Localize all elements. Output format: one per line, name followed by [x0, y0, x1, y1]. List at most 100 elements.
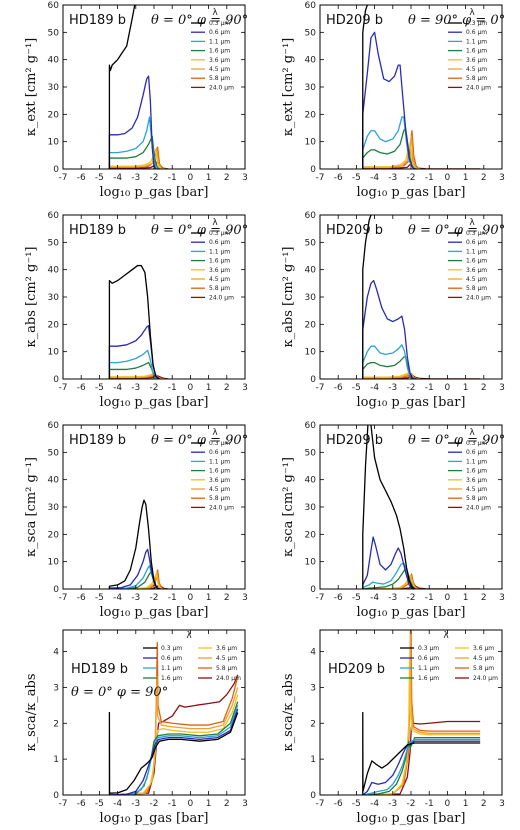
x-tick-label: 0	[188, 383, 194, 393]
y-tick-label: 60	[305, 1, 317, 11]
x-tick-label: 1	[463, 383, 469, 393]
legend-entry: 0.6 μm	[466, 29, 487, 36]
series-line-0-3m	[362, 711, 481, 795]
y-axis-label: κ_sca/κ_abs	[24, 673, 39, 751]
legend-entry: 24.0 μm	[466, 84, 491, 91]
planet-label: HD209 b	[326, 223, 383, 238]
x-tick-label: 1	[206, 799, 212, 809]
x-tick-label: 0	[188, 799, 194, 809]
x-tick-label: -5	[352, 799, 361, 809]
y-tick-label: 0	[310, 165, 316, 175]
series-line-1-6m	[362, 567, 416, 589]
x-tick-label: 0	[188, 593, 194, 603]
legend-entry: 4.5 μm	[466, 486, 487, 493]
x-tick-label: -1	[425, 173, 434, 183]
legend-entry: 1.1 μm	[466, 38, 487, 45]
x-tick-label: 0	[445, 383, 451, 393]
y-tick-label: 40	[305, 266, 317, 276]
legend-entry: 1.6 μm	[466, 468, 487, 475]
series-line-4-5m	[362, 630, 481, 795]
chart-panel-7: -7 -6 -5 -4 -3 -2 -1 0 1 2 3 0 1 2 3 4 log₁₀ p_gas [bar]…	[24, 629, 248, 826]
legend-entry: 1.6 μm	[161, 675, 182, 682]
legend-entry: 3.6 μm	[209, 267, 230, 274]
legend-entry: 0.3 μm	[466, 20, 487, 27]
y-axis-label: κ_abs [cm² g⁻¹]	[24, 247, 39, 348]
x-tick-label: -5	[95, 593, 104, 603]
series-group	[108, 5, 169, 169]
x-axis-label: log₁₀ p_gas [bar]	[100, 395, 209, 410]
legend-entry: 4.5 μm	[209, 276, 230, 283]
y-axis-label: κ_ext [cm² g⁻¹]	[281, 38, 296, 137]
series-group	[362, 630, 481, 795]
y-tick-label: 50	[48, 28, 60, 38]
y-tick-label: 0	[310, 375, 316, 385]
series-line-0-3m	[362, 5, 369, 169]
series-line-1-1m	[362, 738, 481, 795]
series-line-0-6m	[362, 31, 416, 169]
x-tick-label: 3	[499, 799, 505, 809]
x-tick-label: -6	[334, 593, 343, 603]
legend-entry: 1.6 μm	[209, 48, 230, 55]
y-tick-label: 1	[310, 755, 316, 765]
x-tick-label: -2	[407, 799, 416, 809]
y-tick-label: 40	[48, 56, 60, 66]
planet-label: HD189 b	[69, 13, 126, 28]
legend-entry: 0.3 μm	[418, 645, 439, 652]
y-tick-label: 40	[48, 476, 60, 486]
x-tick-label: -3	[388, 383, 397, 393]
y-tick-label: 30	[48, 503, 60, 513]
series-line-0-6m	[108, 75, 157, 169]
x-tick-label: -7	[316, 593, 325, 603]
x-tick-label: 1	[463, 593, 469, 603]
x-tick-label: -7	[59, 173, 68, 183]
legend: λ 0.3 μm 0.6 μm 1.1 μm 1.6 μm 3.6 μm 4.5 μm 5.8…	[400, 631, 498, 682]
x-tick-label: -1	[168, 799, 177, 809]
x-tick-label: 0	[445, 799, 451, 809]
legend-entry: 0.6 μm	[161, 655, 182, 662]
legend-entry: 24.0 μm	[209, 294, 234, 301]
legend-entry: 4.5 μm	[209, 66, 230, 73]
series-line-1-1m	[109, 705, 239, 795]
legend-entry: 1.6 μm	[466, 258, 487, 265]
legend-title: λ	[469, 218, 475, 228]
legend-entry: 0.3 μm	[161, 645, 182, 652]
x-tick-label: -3	[388, 173, 397, 183]
x-tick-label: 2	[481, 799, 487, 809]
series-line-1-6m	[108, 135, 160, 169]
planet-label: HD209 b	[326, 13, 383, 28]
legend-title: λ	[212, 428, 218, 438]
x-tick-label: -7	[59, 383, 68, 393]
legend-entry: 1.1 μm	[161, 665, 182, 672]
x-tick-label: -4	[370, 383, 379, 393]
legend-entry: 0.3 μm	[466, 440, 487, 447]
angle-label: θ = 0° φ = 90°	[151, 433, 248, 448]
x-tick-label: 1	[463, 799, 469, 809]
legend-entry: 1.1 μm	[466, 248, 487, 255]
series-line-5-8m	[362, 630, 481, 795]
legend-entry: 3.6 μm	[466, 57, 487, 64]
x-tick-label: -4	[113, 383, 122, 393]
x-tick-label: -7	[59, 799, 68, 809]
x-tick-label: -5	[95, 799, 104, 809]
x-axis-label: log₁₀ p_gas [bar]	[357, 185, 466, 200]
x-tick-label: 3	[499, 593, 505, 603]
x-tick-label: 3	[242, 799, 248, 809]
series-line-0-6m	[362, 740, 481, 795]
series-line-0-3m	[108, 5, 136, 169]
y-tick-label: 0	[53, 165, 59, 175]
x-tick-label: -7	[316, 173, 325, 183]
legend-entry: 1.1 μm	[466, 458, 487, 465]
y-tick-label: 20	[48, 110, 60, 120]
legend-entry: 24.0 μm	[216, 675, 241, 682]
y-tick-label: 0	[53, 791, 59, 801]
series-group	[108, 264, 169, 379]
y-tick-label: 2	[53, 719, 59, 729]
x-tick-label: 0	[188, 173, 194, 183]
y-tick-label: 30	[48, 293, 60, 303]
x-tick-label: -1	[425, 383, 434, 393]
y-tick-label: 30	[305, 83, 317, 93]
legend-entry: 3.6 μm	[473, 645, 494, 652]
y-axis-label: κ_sca [cm² g⁻¹]	[24, 457, 39, 557]
